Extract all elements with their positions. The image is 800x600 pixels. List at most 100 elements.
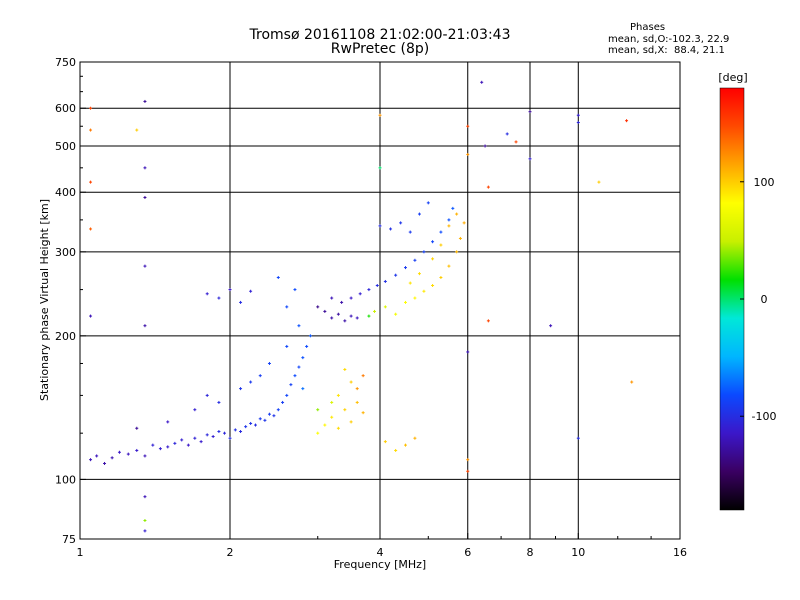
grid-lines xyxy=(80,62,680,539)
data-point xyxy=(466,469,470,473)
data-point xyxy=(301,356,305,360)
data-point xyxy=(466,458,470,462)
data-point xyxy=(143,519,147,523)
data-point xyxy=(228,436,232,440)
x-axis-title: Frequency [MHz] xyxy=(334,558,426,571)
data-point xyxy=(281,400,285,404)
data-point xyxy=(462,221,466,225)
data-point xyxy=(89,128,93,132)
data-point xyxy=(431,283,435,287)
data-point xyxy=(89,180,93,184)
colorbar-ticks: 100 0 -100 xyxy=(740,176,776,423)
data-points xyxy=(89,80,634,533)
data-point xyxy=(447,224,451,228)
data-point xyxy=(143,166,147,170)
data-point xyxy=(383,440,387,444)
data-point xyxy=(399,221,403,225)
data-point xyxy=(89,227,93,231)
data-point xyxy=(249,289,253,293)
data-point xyxy=(199,440,203,444)
data-point xyxy=(285,344,289,348)
data-point xyxy=(466,152,470,156)
data-point xyxy=(630,380,634,384)
data-point xyxy=(422,289,426,293)
data-point xyxy=(330,400,334,404)
data-point xyxy=(89,458,93,462)
data-point xyxy=(297,324,301,328)
y-tick-label: 500 xyxy=(55,140,76,153)
data-point xyxy=(126,452,130,456)
data-point xyxy=(253,423,257,427)
data-point xyxy=(349,420,353,424)
data-point xyxy=(239,387,243,391)
data-point xyxy=(110,456,114,460)
x-tick-label: 4 xyxy=(377,546,384,559)
data-point xyxy=(486,319,490,323)
chart-title-line2: RwPretec (8p) xyxy=(330,41,430,57)
data-point xyxy=(355,316,359,320)
data-point xyxy=(330,296,334,300)
data-point xyxy=(514,140,518,144)
data-point xyxy=(576,113,580,117)
data-point xyxy=(272,414,276,418)
data-point xyxy=(451,206,455,210)
data-point xyxy=(408,281,412,285)
y-tick-label: 600 xyxy=(55,102,76,115)
data-point xyxy=(394,312,398,316)
data-point xyxy=(455,250,459,254)
data-point xyxy=(211,435,215,439)
data-point xyxy=(340,300,344,304)
colorbar-unit: [deg] xyxy=(718,71,747,84)
data-point xyxy=(205,292,209,296)
data-point xyxy=(439,243,443,247)
data-point xyxy=(417,272,421,276)
x-tick-label: 10 xyxy=(571,546,585,559)
data-point xyxy=(403,266,407,270)
data-point xyxy=(293,374,297,378)
data-point xyxy=(389,227,393,231)
data-point xyxy=(205,393,209,397)
data-point xyxy=(394,273,398,277)
x-tick-label: 6 xyxy=(464,546,471,559)
data-point xyxy=(373,309,377,313)
data-point xyxy=(233,428,237,432)
data-point xyxy=(180,438,184,442)
x-axis-ticks: 1 2 4 6 8 10 16 xyxy=(77,533,687,559)
data-point xyxy=(330,415,334,419)
data-point xyxy=(316,431,320,435)
data-point xyxy=(367,288,371,292)
data-point xyxy=(378,166,382,170)
data-point xyxy=(458,236,462,240)
data-point xyxy=(89,314,93,318)
data-point xyxy=(143,99,147,103)
data-point xyxy=(447,218,451,222)
colorbar-tick-label: 0 xyxy=(761,293,768,306)
data-point xyxy=(258,417,262,421)
data-point xyxy=(103,461,107,465)
data-point xyxy=(361,374,365,378)
data-point xyxy=(276,276,280,280)
data-point xyxy=(239,430,243,434)
data-point xyxy=(217,296,221,300)
data-point xyxy=(413,296,417,300)
data-point xyxy=(597,180,601,184)
data-point xyxy=(378,113,382,117)
data-point xyxy=(89,106,93,110)
data-point xyxy=(293,288,297,292)
data-point xyxy=(466,124,470,128)
data-point xyxy=(151,443,155,447)
data-point xyxy=(244,425,248,429)
data-point xyxy=(289,383,293,387)
data-point xyxy=(417,212,421,216)
data-point xyxy=(166,445,170,449)
colorbar-tick-label: -100 xyxy=(752,410,777,423)
data-point xyxy=(349,380,353,384)
data-point xyxy=(158,447,162,451)
data-point xyxy=(383,279,387,283)
data-point xyxy=(576,436,580,440)
data-point xyxy=(528,110,532,114)
data-point xyxy=(239,300,243,304)
data-point xyxy=(217,400,221,404)
data-point xyxy=(383,305,387,309)
